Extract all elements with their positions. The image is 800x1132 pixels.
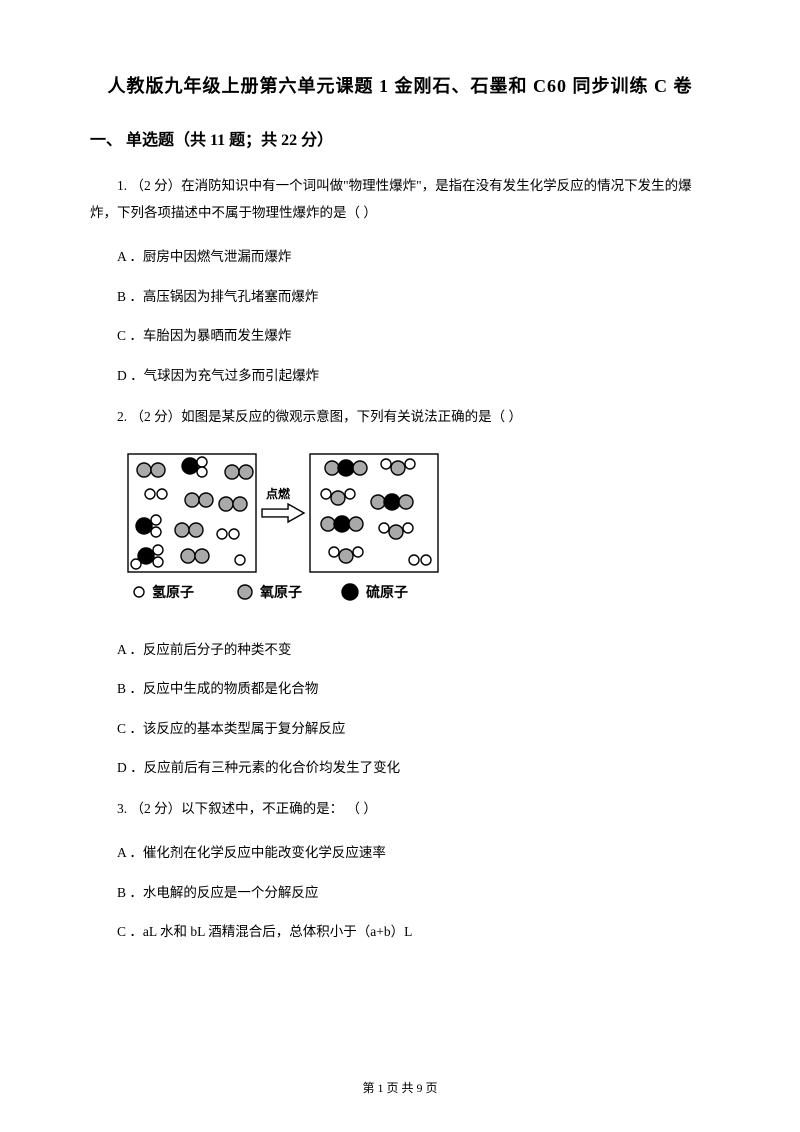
q3-stem: 3. （2 分）以下叙述中，不正确的是： （ ） — [90, 795, 710, 822]
q1-stem: 1. （2 分）在消防知识中有一个词叫做"物理性爆炸"，是指在没有发生化学反应的… — [90, 172, 710, 226]
q2-option-c: C ．该反应的基本类型属于复分解反应 — [90, 716, 710, 742]
svg-text:硫原子: 硫原子 — [366, 584, 408, 601]
page-title: 人教版九年级上册第六单元课题 1 金刚石、石墨和 C60 同步训练 C 卷 — [90, 72, 710, 98]
reaction-diagram-svg: 点燃氢原子 氧原子 硫原子 — [122, 448, 442, 618]
q3-option-b: B ．水电解的反应是一个分解反应 — [90, 880, 710, 906]
q1-option-d: D ．气球因为充气过多而引起爆炸 — [90, 363, 710, 389]
q1-option-a: A ．厨房中因燃气泄漏而爆炸 — [90, 244, 710, 270]
q2-option-d: D ．反应前后有三种元素的化合价均发生了变化 — [90, 755, 710, 781]
q3-option-c: C ．aL 水和 bL 酒精混合后，总体积小于（a+b）L — [90, 919, 710, 945]
svg-text:点燃: 点燃 — [266, 486, 291, 501]
q3-option-a: A ．催化剂在化学反应中能改变化学反应速率 — [90, 840, 710, 866]
section-heading: 一、 单选题（共 11 题；共 22 分） — [90, 126, 710, 150]
q2-option-a: A ．反应前后分子的种类不变 — [90, 637, 710, 663]
q2-diagram: 点燃氢原子 氧原子 硫原子 — [122, 448, 710, 623]
page-footer: 第 1 页 共 9 页 — [0, 1079, 800, 1096]
svg-text:氧原子: 氧原子 — [259, 584, 302, 601]
q2-stem: 2. （2 分）如图是某反应的微观示意图，下列有关说法正确的是（ ） — [90, 403, 710, 430]
svg-text:氢原子: 氢原子 — [152, 584, 194, 601]
q1-option-c: C ．车胎因为暴晒而发生爆炸 — [90, 323, 710, 349]
q2-option-b: B ．反应中生成的物质都是化合物 — [90, 676, 710, 702]
q1-option-b: B ．高压锅因为排气孔堵塞而爆炸 — [90, 284, 710, 310]
footer-text: 第 1 页 共 9 页 — [362, 1081, 437, 1095]
